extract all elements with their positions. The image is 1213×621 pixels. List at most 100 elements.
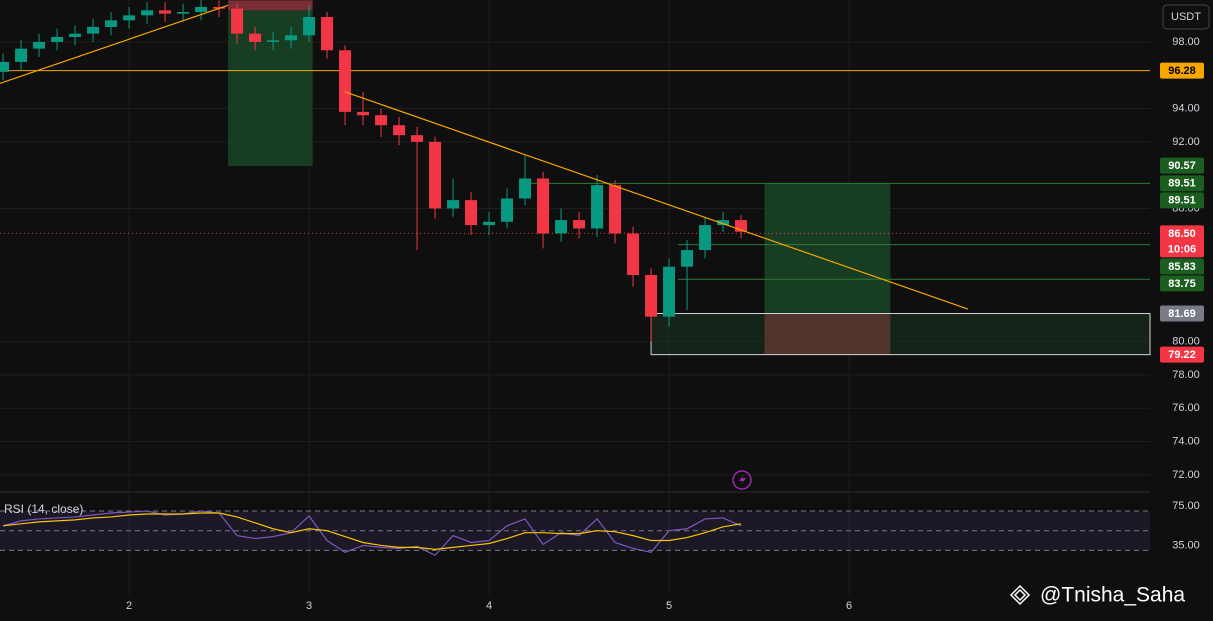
x-tick-label: 6 [846, 600, 852, 612]
x-tick-label: 2 [126, 600, 132, 612]
candle-body [393, 125, 406, 136]
x-tick-label: 3 [306, 600, 312, 612]
trendline [344, 91, 969, 310]
watermark-icon [1009, 584, 1031, 606]
price-label-text: 96.28 [1168, 65, 1196, 77]
price-label-bg [1160, 258, 1204, 275]
candle-body [51, 36, 64, 42]
y-tick-label: 78.00 [1172, 369, 1200, 381]
candle-body [177, 11, 190, 14]
candle-body [321, 16, 334, 51]
position-stop [764, 313, 891, 355]
candle-body [717, 220, 730, 226]
position-target [764, 183, 891, 314]
candle-body [141, 10, 154, 16]
trendline [0, 4, 229, 85]
currency: USDT [1171, 11, 1201, 23]
rsi-ma-line [2, 512, 742, 550]
price-label: 86.50 10:06 [1160, 225, 1204, 258]
y-tick-label: 98.00 [1172, 36, 1200, 48]
y-tick-label: 92.00 [1172, 136, 1200, 148]
candle-body [537, 178, 550, 234]
candle-body [339, 50, 352, 112]
price-label-bg [1160, 346, 1204, 363]
candle-body [483, 221, 496, 226]
price-label-bg [1160, 62, 1204, 79]
candle-body [303, 16, 316, 36]
candle-body [645, 275, 658, 317]
watermark: @Tnisha_Saha [1040, 584, 1185, 607]
candle-body [699, 225, 712, 251]
candle-body [519, 178, 532, 199]
price-label-bg [1160, 175, 1204, 192]
candle-body [123, 15, 136, 21]
price-label-bg [1160, 225, 1204, 258]
price-label-text: 81.69 [1168, 308, 1196, 320]
price-label-text: 85.83 [1168, 261, 1196, 273]
position-stop [228, 0, 313, 11]
price-label: 90.57 [1160, 157, 1204, 174]
price-label: 89.51 [1160, 192, 1204, 209]
candle-body [663, 266, 676, 317]
y-tick-label: 72.00 [1172, 469, 1200, 481]
candle-body [501, 198, 514, 222]
price-label: 89.51 [1160, 175, 1204, 192]
event-icon[interactable] [732, 470, 752, 490]
y-tick-label: 94.00 [1172, 102, 1200, 114]
candle-body [429, 141, 442, 209]
price-label-bg [1160, 305, 1204, 322]
y-tick-label: 80.00 [1172, 336, 1200, 348]
x-tick-label: 5 [666, 600, 672, 612]
indicator-tick-label: 75.00 [1172, 500, 1200, 512]
price-label-text: 89.51 [1168, 195, 1196, 207]
candle-body [681, 250, 694, 267]
price-label: 83.75 [1160, 275, 1204, 292]
price-label-text: 90.57 [1168, 160, 1196, 172]
candle-body [285, 35, 298, 41]
price-label-bg [1160, 157, 1204, 174]
candle-body [591, 185, 604, 229]
candle-body [249, 33, 262, 42]
candle-body [573, 220, 586, 229]
price-label-text: 79.22 [1168, 349, 1196, 361]
x-tick-label: 4 [486, 600, 492, 612]
candle-body [447, 200, 460, 209]
indicator-title: RSI (14, close) [4, 502, 83, 516]
candle-body [69, 33, 82, 37]
candle-body [357, 111, 370, 116]
price-label-text: 83.75 [1168, 278, 1196, 290]
price-label: 85.83 [1160, 258, 1204, 275]
event-icon-bolt [739, 474, 746, 486]
candle-body [33, 41, 46, 49]
candle-body [555, 220, 568, 234]
candle-body [159, 10, 172, 14]
price-label-bg [1160, 192, 1204, 209]
position-target [228, 10, 313, 166]
price-label-bg [1160, 275, 1204, 292]
candle-body [231, 8, 244, 34]
zone [650, 313, 1151, 356]
candle-body [627, 233, 640, 276]
candle-body [15, 48, 28, 62]
candle-body [465, 200, 478, 226]
candle-body [609, 185, 622, 234]
candle-body [87, 26, 100, 34]
price-label-text: 89.51 [1168, 178, 1196, 190]
countdown: 10:06 [1168, 243, 1196, 255]
price-label: 79.22 [1160, 346, 1204, 363]
price-label-text: 86.50 [1168, 228, 1196, 240]
candle-body [105, 20, 118, 27]
candle-body [411, 135, 424, 142]
candle-body [195, 6, 208, 12]
indicator-tick-label: 35.00 [1172, 539, 1200, 551]
currency-box[interactable] [1162, 4, 1210, 30]
y-tick-label: 74.00 [1172, 435, 1200, 447]
candle-body [0, 61, 10, 72]
candle-body [267, 40, 280, 42]
rsi-line [2, 510, 742, 557]
y-tick-label: 76.00 [1172, 402, 1200, 414]
candle-body [375, 115, 388, 126]
price-label: 81.69 [1160, 305, 1204, 322]
